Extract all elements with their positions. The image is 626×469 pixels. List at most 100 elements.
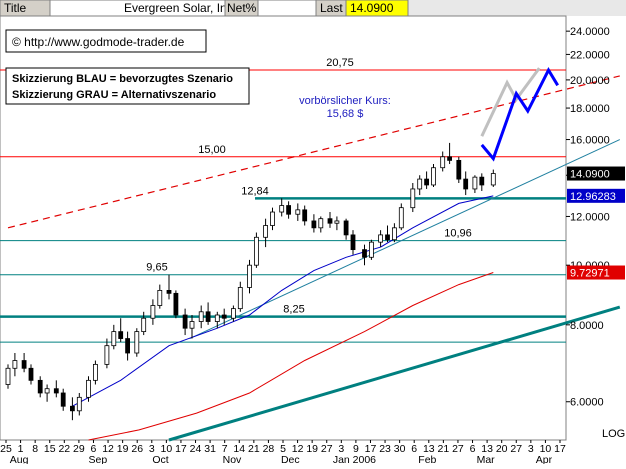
header-bar: Title Evergreen Solar, Inc. Net% Last 14… (0, 0, 626, 17)
blue-scenario-path (480, 67, 559, 162)
x-day-label-2: 8 (32, 443, 38, 455)
candle-8 (70, 397, 75, 421)
candle-body-38 (311, 220, 317, 229)
candle-body-55 (447, 156, 453, 161)
candle-body-23 (189, 321, 195, 329)
candle-37 (302, 205, 308, 226)
candle-51 (417, 175, 423, 196)
y-tick-label-7: 20.0000 (570, 75, 610, 87)
candle-body-44 (362, 249, 367, 258)
candle-body-7 (60, 392, 66, 407)
candle-body-58 (472, 176, 478, 190)
candle-18 (150, 299, 156, 325)
watermark-text: © http://www.godmode-trader.de (12, 35, 185, 49)
candle-49 (398, 203, 404, 231)
candle-43 (350, 230, 356, 255)
candle-body-24 (198, 311, 204, 322)
candle-56 (456, 156, 462, 183)
x-day-label-33: 13 (481, 443, 493, 455)
candle-25 (205, 302, 211, 325)
candle-body-16 (134, 331, 140, 354)
level-label-4: 9,65 (146, 262, 167, 274)
x-day-label-8: 19 (117, 443, 129, 455)
candle-44 (362, 244, 367, 266)
x-day-label-4: 22 (58, 443, 70, 455)
candle-body-1 (12, 360, 18, 369)
legend-blue-text: Skizzierung BLAU = bevorzugtes Szenario (12, 73, 233, 85)
x-day-label-5: 29 (73, 443, 85, 455)
moving-averages (72, 195, 494, 441)
candle-50 (410, 182, 416, 213)
candle-body-8 (70, 405, 75, 412)
y-tick-label-3: 12.0000 (570, 211, 610, 223)
price-marker-label-2: 9.72971 (570, 268, 610, 280)
candle-body-40 (327, 218, 333, 224)
candle-body-20 (166, 290, 172, 294)
candle-11 (93, 360, 98, 385)
x-day-label-23: 3 (338, 443, 344, 455)
candle-47 (385, 225, 390, 243)
candle-35 (286, 201, 292, 219)
x-day-label-21: 19 (306, 443, 318, 455)
candle-46 (378, 230, 384, 248)
candle-27 (221, 308, 227, 325)
last-label: Last (320, 1, 343, 15)
premarket-annotation: vorbörslicher Kurs: 15,68 $ (299, 95, 391, 120)
x-month-label-5: Jan 2006 (333, 454, 376, 464)
x-day-label-32: 6 (470, 443, 476, 455)
candle-15 (125, 331, 130, 361)
candle-body-28 (230, 308, 236, 319)
candle-30 (247, 259, 252, 294)
y-tick-label-6: 18.0000 (570, 103, 610, 115)
premarket-label: vorbörslicher Kurs: (299, 95, 391, 107)
candle-body-14 (118, 331, 124, 339)
x-axis: 25 1 8 15 22 29 6 12 19 26 3 10 17 24 31 7 14 21 28 5 12 19 27… (0, 440, 566, 466)
candle-body-4 (37, 379, 43, 394)
x-day-label-1: 1 (18, 443, 24, 455)
watermark-box: © http://www.godmode-trader.de (5, 29, 207, 53)
y-axis: 6.00008.000010.000012.000014.000016.0000… (566, 26, 625, 440)
candle-body-17 (141, 317, 147, 333)
title-label: Title (4, 1, 27, 15)
y-tick-label-1: 8.0000 (570, 320, 604, 332)
candle-body-59 (479, 176, 485, 186)
candle-60 (490, 169, 496, 187)
candle-body-5 (44, 388, 50, 394)
candle-body-52 (424, 178, 430, 186)
candle-body-12 (104, 345, 110, 365)
x-month-label-1: Sep (89, 454, 108, 464)
candle-body-35 (286, 205, 292, 215)
candle-19 (157, 284, 163, 309)
x-day-label-20: 12 (292, 443, 304, 455)
candle-22 (182, 308, 188, 336)
y-tick-label-5: 16.0000 (570, 135, 610, 147)
candle-9 (76, 392, 82, 416)
candle-body-15 (125, 338, 130, 354)
candle-body-31 (253, 236, 259, 266)
candle-body-43 (350, 234, 356, 251)
candle-body-30 (247, 264, 252, 288)
x-day-label-7: 12 (102, 443, 114, 455)
candle-body-45 (368, 241, 374, 258)
candle-body-48 (391, 227, 397, 241)
candle-body-27 (221, 314, 227, 319)
x-day-label-9: 26 (131, 443, 143, 455)
level-label-3: 10,96 (444, 228, 472, 240)
candle-body-36 (295, 209, 301, 215)
candle-body-9 (76, 396, 82, 412)
candle-body-37 (302, 209, 308, 222)
x-day-label-14: 31 (204, 443, 216, 455)
candle-body-6 (53, 388, 59, 394)
x-day-label-37: 10 (540, 443, 552, 455)
scenario-legend: Skizzierung BLAU = bevorzugtes Szenario … (5, 67, 250, 105)
candle-4 (37, 376, 43, 398)
trend-line-2 (168, 305, 621, 442)
price-marker-label-0: 14.0900 (570, 169, 610, 181)
candle-body-2 (21, 360, 27, 369)
x-day-label-24: 9 (353, 443, 359, 455)
candle-body-42 (343, 220, 349, 236)
y-tick-label-8: 22.0000 (570, 49, 610, 61)
x-day-label-27: 30 (394, 443, 406, 455)
